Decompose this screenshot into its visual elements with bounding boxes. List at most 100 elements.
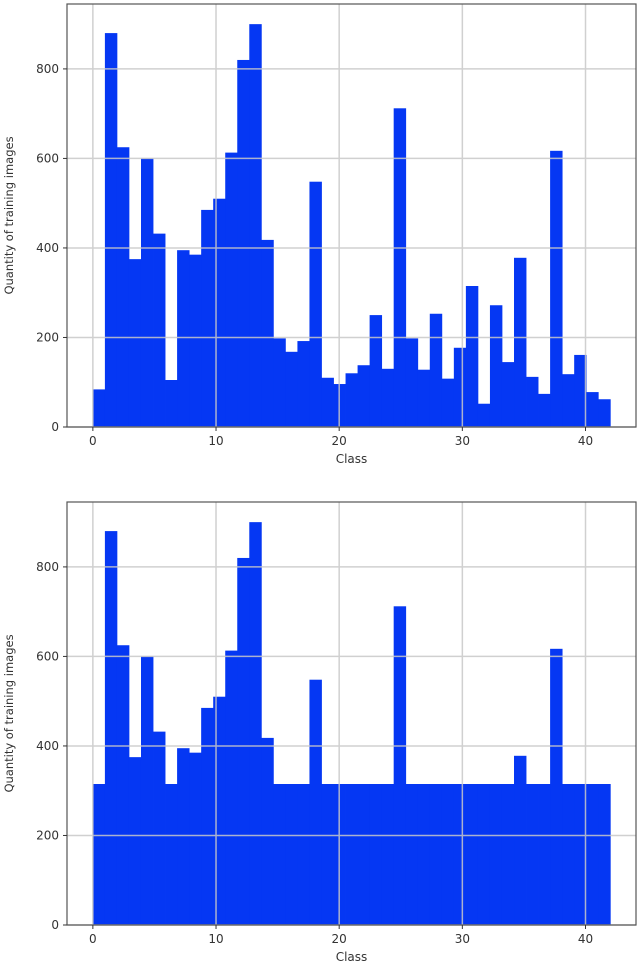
x-tick-label: 0 bbox=[89, 434, 97, 448]
x-tick-label: 30 bbox=[455, 434, 470, 448]
histogram-bar bbox=[345, 784, 358, 925]
histogram-bar bbox=[297, 784, 310, 925]
histogram-bar bbox=[514, 755, 527, 925]
y-tick-label: 400 bbox=[36, 241, 59, 255]
histogram-bar bbox=[514, 257, 527, 427]
histogram-bar bbox=[128, 757, 142, 925]
histogram-bar bbox=[213, 198, 226, 427]
histogram-bar bbox=[550, 648, 563, 925]
y-tick-label: 600 bbox=[36, 151, 59, 165]
x-axis-label: Class bbox=[336, 950, 368, 964]
histogram-bar bbox=[357, 365, 371, 427]
x-axis-label: Class bbox=[336, 452, 368, 466]
x-tick-label: 20 bbox=[332, 932, 347, 946]
histogram-bar bbox=[501, 784, 515, 925]
histogram-bar bbox=[574, 354, 587, 427]
histogram-bar bbox=[140, 158, 154, 427]
histogram-bar bbox=[538, 393, 551, 427]
histogram-bar bbox=[441, 378, 455, 427]
histogram-bar bbox=[526, 376, 539, 427]
histogram-bar bbox=[249, 24, 262, 428]
histogram-bar bbox=[273, 784, 286, 925]
histogram-bar bbox=[477, 403, 491, 427]
histogram-bar bbox=[381, 784, 395, 925]
histogram-bar bbox=[237, 59, 250, 427]
histogram-bar bbox=[309, 181, 322, 427]
histogram-bar bbox=[477, 784, 491, 925]
histogram-bar bbox=[128, 259, 142, 427]
histogram-bar bbox=[526, 784, 539, 925]
histogram-bar bbox=[369, 784, 383, 925]
histogram-bar bbox=[429, 313, 443, 427]
histogram-bar bbox=[237, 557, 250, 925]
x-tick-label: 30 bbox=[455, 932, 470, 946]
histogram-bar bbox=[116, 147, 130, 427]
x-tick-label: 40 bbox=[578, 434, 593, 448]
histogram-bar bbox=[213, 696, 226, 925]
y-tick-label: 600 bbox=[36, 649, 59, 663]
histogram-bar bbox=[189, 752, 202, 925]
histogram-bar bbox=[405, 784, 419, 925]
histogram-bar bbox=[598, 784, 611, 925]
y-tick-label: 200 bbox=[36, 330, 59, 344]
plot-frame bbox=[66, 3, 637, 428]
histogram-bar bbox=[489, 784, 503, 925]
y-tick-label: 800 bbox=[36, 560, 59, 574]
histogram-bar bbox=[550, 150, 563, 428]
x-tick-label: 10 bbox=[208, 932, 223, 946]
histogram-bar bbox=[153, 233, 166, 427]
histogram-bar bbox=[177, 748, 190, 925]
y-tick-label: 400 bbox=[36, 739, 59, 753]
histogram-bar bbox=[201, 707, 214, 925]
grid-lines bbox=[67, 4, 636, 428]
histogram-bar bbox=[225, 650, 238, 925]
histogram-bar bbox=[140, 656, 154, 925]
histogram-bar bbox=[104, 33, 118, 427]
histogram-bar bbox=[562, 374, 575, 427]
histogram-bar bbox=[453, 784, 467, 925]
histogram-bar bbox=[321, 784, 334, 925]
y-tick-label: 0 bbox=[51, 420, 59, 434]
histogram-bar bbox=[116, 645, 130, 925]
histogram-bar bbox=[417, 369, 431, 427]
histogram-bar bbox=[225, 152, 238, 427]
histogram-bar bbox=[261, 239, 274, 427]
histogram-bar bbox=[249, 522, 262, 925]
histogram-bar bbox=[104, 531, 118, 925]
histogram-bar bbox=[189, 254, 202, 427]
histogram-bar bbox=[417, 784, 431, 925]
histogram-bar bbox=[285, 351, 298, 427]
histogram-bar bbox=[465, 784, 479, 925]
histogram-bar bbox=[405, 338, 419, 427]
histogram-bar bbox=[441, 784, 455, 925]
x-tick-label: 20 bbox=[332, 434, 347, 448]
histogram-bar bbox=[574, 784, 587, 925]
bars bbox=[92, 24, 611, 428]
histogram-bar bbox=[92, 389, 106, 427]
histogram-bar bbox=[562, 784, 575, 925]
histogram-bar bbox=[586, 392, 599, 427]
plot-frame bbox=[66, 501, 637, 926]
histogram-bar bbox=[429, 784, 443, 925]
histogram-bar bbox=[261, 737, 274, 925]
y-axis-label: Quantity of training images bbox=[2, 136, 16, 294]
histogram-bar bbox=[393, 108, 407, 428]
x-tick-label: 10 bbox=[208, 434, 223, 448]
histogram-bar bbox=[393, 606, 407, 925]
top-histogram-panel: 0 10 20 30 40 0 200 400 600 800 Class Quantity of t… bbox=[0, 0, 640, 488]
histogram-bar bbox=[538, 784, 551, 925]
y-axis-label: Quantity of training images bbox=[2, 634, 16, 792]
histogram-bar bbox=[321, 377, 334, 427]
x-tick-label: 40 bbox=[578, 932, 593, 946]
histogram-bar bbox=[501, 362, 515, 427]
histogram-bar bbox=[153, 731, 166, 925]
histogram-bar bbox=[586, 784, 599, 925]
bottom-histogram-panel: 0 10 20 30 40 0 200 400 600 800 Class Quantity of t… bbox=[0, 488, 640, 976]
histogram-bar bbox=[381, 368, 395, 427]
histogram-bar bbox=[177, 250, 190, 427]
histogram-bar bbox=[273, 338, 286, 427]
histogram-bar bbox=[165, 784, 178, 925]
histogram-bar bbox=[201, 209, 214, 427]
